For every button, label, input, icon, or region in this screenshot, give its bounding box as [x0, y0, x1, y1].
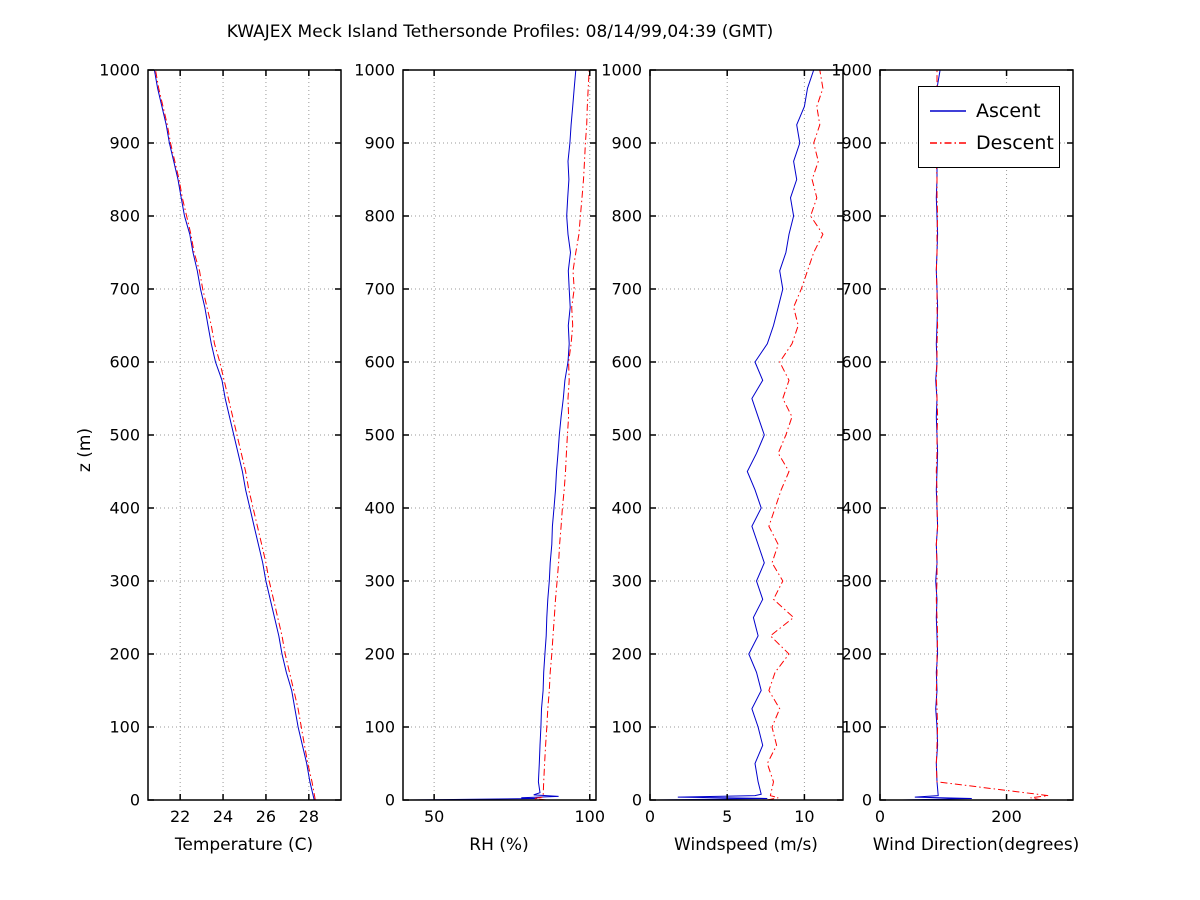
svg-text:200: 200	[991, 807, 1022, 826]
ascent-line-sample	[930, 110, 966, 112]
svg-text:600: 600	[109, 353, 140, 372]
svg-text:900: 900	[364, 134, 395, 153]
svg-text:400: 400	[109, 499, 140, 518]
svg-text:300: 300	[109, 572, 140, 591]
svg-text:800: 800	[109, 207, 140, 226]
gridlines	[650, 70, 843, 800]
legend-label-descent: Descent	[976, 132, 1054, 154]
svg-text:400: 400	[364, 499, 395, 518]
svg-text:700: 700	[841, 280, 872, 299]
svg-text:5: 5	[722, 807, 732, 826]
svg-text:900: 900	[611, 134, 642, 153]
legend-entry-ascent: Ascent	[929, 95, 1049, 127]
svg-text:100: 100	[364, 718, 395, 737]
svg-text:0: 0	[632, 791, 642, 810]
wind-direction-x-axis-label: Wind Direction(degrees)	[872, 835, 1080, 855]
svg-text:22: 22	[170, 807, 190, 826]
svg-text:10: 10	[794, 807, 814, 826]
legend-label-ascent: Ascent	[976, 100, 1041, 122]
svg-text:500: 500	[364, 426, 395, 445]
svg-text:500: 500	[109, 426, 140, 445]
svg-text:300: 300	[364, 572, 395, 591]
svg-text:28: 28	[299, 807, 319, 826]
svg-text:24: 24	[213, 807, 233, 826]
svg-text:500: 500	[841, 426, 872, 445]
rh-x-axis-label: RH (%)	[469, 835, 529, 855]
svg-text:1000: 1000	[354, 61, 395, 80]
descent-line	[533, 69, 590, 801]
svg-text:1000: 1000	[831, 61, 872, 80]
svg-text:0: 0	[385, 791, 395, 810]
tick-labels: 22 24 26 28 0 100 200 300 400 500 600 700 800 900 1000	[99, 61, 319, 827]
tick-marks	[879, 69, 1073, 801]
windspeed-x-axis-label: Windspeed (m/s)	[674, 835, 818, 855]
svg-text:500: 500	[611, 426, 642, 445]
svg-text:26: 26	[256, 807, 276, 826]
svg-text:700: 700	[611, 280, 642, 299]
svg-text:100: 100	[575, 807, 606, 826]
svg-text:100: 100	[841, 718, 872, 737]
descent-line	[766, 69, 824, 801]
tick-marks	[649, 69, 843, 801]
svg-text:600: 600	[364, 353, 395, 372]
svg-text:800: 800	[364, 207, 395, 226]
svg-text:200: 200	[109, 645, 140, 664]
temperature-panel: 22 24 26 28 0 100 200 300 400 500 600 700 800 900 1000	[99, 61, 342, 827]
legend-entry-descent: Descent	[929, 127, 1054, 159]
wind-direction-panel: 0 200 0 100 200 300 400 500 600 700 800 900 1000	[831, 61, 1074, 827]
svg-text:300: 300	[611, 572, 642, 591]
svg-text:700: 700	[364, 280, 395, 299]
svg-text:50: 50	[424, 807, 444, 826]
svg-text:400: 400	[611, 499, 642, 518]
descent-line-sample	[930, 142, 966, 144]
tick-labels: 0 200 0 100 200 300 400 500 600 700 800 900 1000	[831, 61, 1022, 827]
descent-line	[935, 70, 1049, 801]
gridlines	[880, 70, 1073, 800]
svg-text:0: 0	[645, 807, 655, 826]
temperature-x-axis-label: Temperature (C)	[174, 835, 314, 855]
gridlines	[148, 70, 341, 800]
ascent-line	[409, 69, 577, 801]
gridlines	[403, 70, 596, 800]
descent-line	[155, 69, 316, 801]
tick-marks	[148, 69, 341, 801]
svg-text:800: 800	[841, 207, 872, 226]
ascent-line	[902, 69, 972, 801]
svg-text:200: 200	[841, 645, 872, 664]
chart-title: KWAJEX Meck Island Tethersonde Profiles:…	[226, 22, 774, 42]
ascent-line	[656, 69, 815, 801]
svg-text:600: 600	[611, 353, 642, 372]
svg-text:600: 600	[841, 353, 872, 372]
svg-text:1000: 1000	[601, 61, 642, 80]
svg-text:1000: 1000	[99, 61, 140, 80]
svg-text:100: 100	[611, 718, 642, 737]
svg-text:0: 0	[862, 791, 872, 810]
tick-marks	[403, 69, 596, 801]
svg-text:900: 900	[109, 134, 140, 153]
svg-text:0: 0	[875, 807, 885, 826]
svg-text:200: 200	[611, 645, 642, 664]
svg-text:700: 700	[109, 280, 140, 299]
svg-text:900: 900	[841, 134, 872, 153]
ascent-line	[153, 69, 315, 801]
svg-text:800: 800	[611, 207, 642, 226]
svg-text:100: 100	[109, 718, 140, 737]
svg-text:200: 200	[364, 645, 395, 664]
svg-text:400: 400	[841, 499, 872, 518]
svg-text:0: 0	[130, 791, 140, 810]
legend: Ascent Descent	[918, 86, 1060, 168]
svg-text:300: 300	[841, 572, 872, 591]
